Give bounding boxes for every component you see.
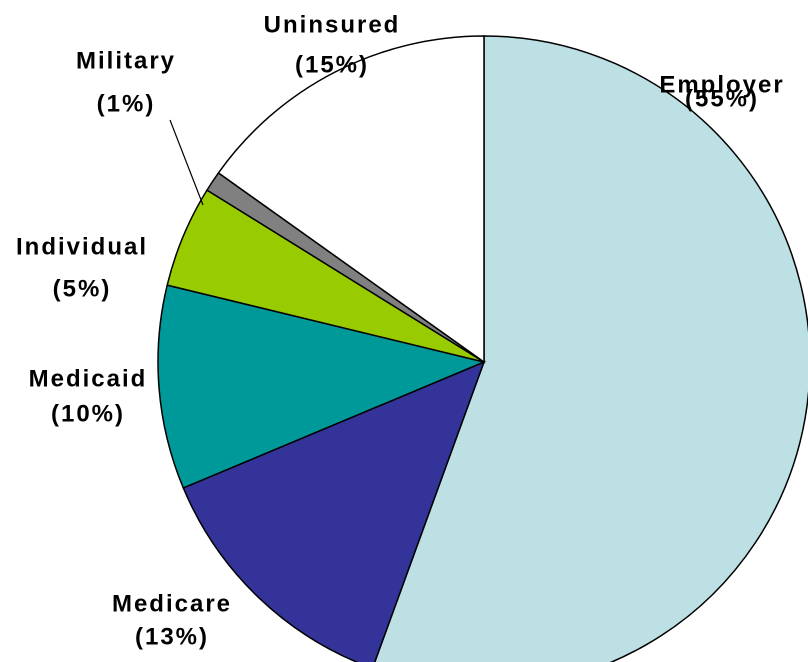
slice-label: Individual: [16, 233, 148, 260]
pie-slice: [157, 284, 487, 489]
leader-line: [169, 119, 204, 206]
slice-value-label: (10%): [51, 400, 125, 427]
slice-value-label: (15%): [295, 51, 369, 78]
slice-label: Military: [76, 47, 176, 74]
slice-label: Medicaid: [29, 365, 148, 392]
slice-label: Medicare: [112, 590, 232, 617]
pie-slice: [182, 360, 486, 662]
slice-label: Uninsured: [264, 11, 401, 38]
slice-value-label: (55%): [685, 85, 759, 112]
pie-slice: [374, 35, 808, 662]
slice-value-label: (5%): [53, 275, 112, 302]
pie: [157, 35, 808, 662]
slice-label: Employer: [659, 71, 784, 98]
pie-slice: [217, 35, 485, 364]
slice-value-label: (1%): [97, 90, 156, 117]
slice-value-label: (13%): [135, 623, 209, 650]
